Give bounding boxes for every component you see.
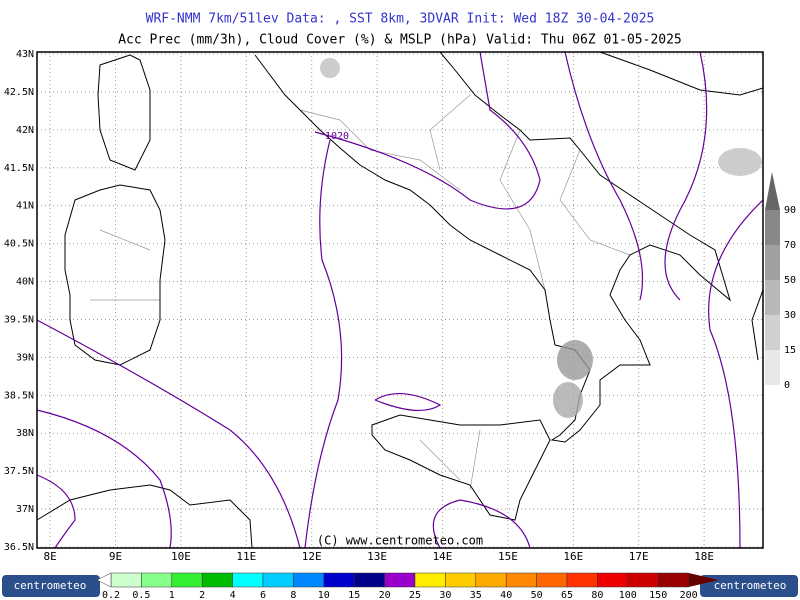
- isobars: [36, 51, 764, 549]
- precip-swatch: [384, 572, 416, 588]
- precip-label: 65: [561, 590, 573, 600]
- precip-swatch: [566, 572, 598, 588]
- header-line2: Acc Prec (mm/3h), Cloud Cover (%) & MSLP…: [118, 33, 682, 48]
- precip-swatch: [627, 572, 659, 588]
- cloud-label: 50: [784, 275, 796, 286]
- precip-swatch: [141, 572, 173, 588]
- cloud-swatch: [765, 350, 780, 385]
- precip-label: 100: [619, 590, 637, 600]
- copyright: (C) www.centrometeo.com: [317, 534, 483, 548]
- logo-right: centrometeo: [714, 579, 787, 592]
- precip-swatch: [445, 572, 477, 588]
- grid: [37, 52, 763, 548]
- precip-swatch: [657, 572, 689, 588]
- precip-label: 10: [318, 590, 330, 600]
- cloud-label: 70: [784, 240, 796, 251]
- precip-swatch: [475, 572, 507, 588]
- map-frame: [36, 51, 764, 549]
- lon-label: 17E: [629, 550, 649, 563]
- precip-label: 30: [439, 590, 451, 600]
- cloud-label: 15: [784, 345, 796, 356]
- precip-label: 2: [199, 590, 205, 600]
- precip-swatch: [110, 572, 142, 588]
- precip-label: 35: [470, 590, 482, 600]
- lat-label: 38.5N: [4, 390, 34, 401]
- lon-label: 18E: [694, 550, 714, 563]
- precip-swatch: [688, 573, 719, 587]
- precip-swatch: [171, 572, 203, 588]
- lon-label: 10E: [171, 550, 191, 563]
- cloud-swatch: [765, 245, 780, 280]
- cloud-swatch: [765, 315, 780, 350]
- lat-label: 42.5N: [4, 87, 34, 98]
- precip-label: 20: [379, 590, 391, 600]
- lat-label: 37.5N: [4, 466, 34, 477]
- lat-label: 37N: [16, 504, 34, 515]
- lat-label: 40N: [16, 277, 34, 288]
- precip-swatch-low: [96, 572, 112, 588]
- lat-label: 41N: [16, 201, 34, 212]
- lat-label: 39N: [16, 352, 34, 363]
- lon-label: 16E: [563, 550, 583, 563]
- cloud-label: 30: [784, 310, 796, 321]
- lon-label: 11E: [236, 550, 256, 563]
- lat-label: 43N: [16, 49, 34, 60]
- precip-label: 50: [531, 590, 543, 600]
- borders: [90, 94, 631, 491]
- precip-swatch: [414, 572, 446, 588]
- lon-label: 9E: [109, 550, 122, 563]
- precip-label: 25: [409, 590, 421, 600]
- logo-left: centrometeo: [14, 579, 87, 592]
- precip-swatch: [323, 572, 355, 588]
- precip-label: 150: [649, 590, 667, 600]
- lon-label: 15E: [498, 550, 518, 563]
- header-line1: WRF-NMM 7km/51lev Data: , SST 8km, 3DVAR…: [146, 12, 655, 27]
- lon-label: 14E: [433, 550, 453, 563]
- logo-right-box: [700, 575, 798, 597]
- precip-label: 4: [230, 590, 236, 600]
- precip-scale: 0.2 0.5 1 2 4 6 8 10 15 20 25 30 35 40 50 65 80 100 150 200: [96, 572, 719, 600]
- cloud-label: 90: [784, 205, 796, 216]
- lat-label: 42N: [16, 125, 34, 136]
- precip-label: 200: [680, 590, 698, 600]
- precip-swatch: [201, 572, 233, 588]
- lon-label: 8E: [43, 550, 56, 563]
- lon-label: 13E: [367, 550, 387, 563]
- lat-label: 40.5N: [4, 239, 34, 250]
- lon-label: 12E: [302, 550, 322, 563]
- precip-label: 40: [500, 590, 512, 600]
- lat-label: 41.5N: [4, 163, 34, 174]
- precip-swatch: [232, 572, 264, 588]
- precip-swatch: [536, 572, 568, 588]
- precip-label: 0.2: [102, 590, 120, 600]
- cloud-swatch: [765, 280, 780, 315]
- precip-label: 80: [591, 590, 603, 600]
- precip-swatch: [597, 572, 629, 588]
- lat-label: 39.5N: [4, 314, 34, 325]
- precip-label: 1: [169, 590, 175, 600]
- precip-swatch: [505, 572, 537, 588]
- isobar-label: 1020: [325, 131, 349, 142]
- logo-left-box: [2, 575, 100, 597]
- precip-label: 8: [290, 590, 296, 600]
- cloud-areas: [320, 58, 762, 418]
- precip-label: 0.5: [132, 590, 150, 600]
- lat-label: 38N: [16, 428, 34, 439]
- cloud-label: 0: [784, 380, 790, 391]
- cloud-swatch: [765, 210, 780, 245]
- precip-swatch: [293, 572, 325, 588]
- precip-swatch: [262, 572, 294, 588]
- precip-label: 6: [260, 590, 266, 600]
- cloud-scale: 0 15 30 50 70 90: [765, 172, 796, 391]
- lat-label: 36.5N: [4, 542, 34, 553]
- cloud-swatch: [765, 172, 780, 210]
- precip-label: 15: [348, 590, 360, 600]
- precip-swatch: [353, 572, 385, 588]
